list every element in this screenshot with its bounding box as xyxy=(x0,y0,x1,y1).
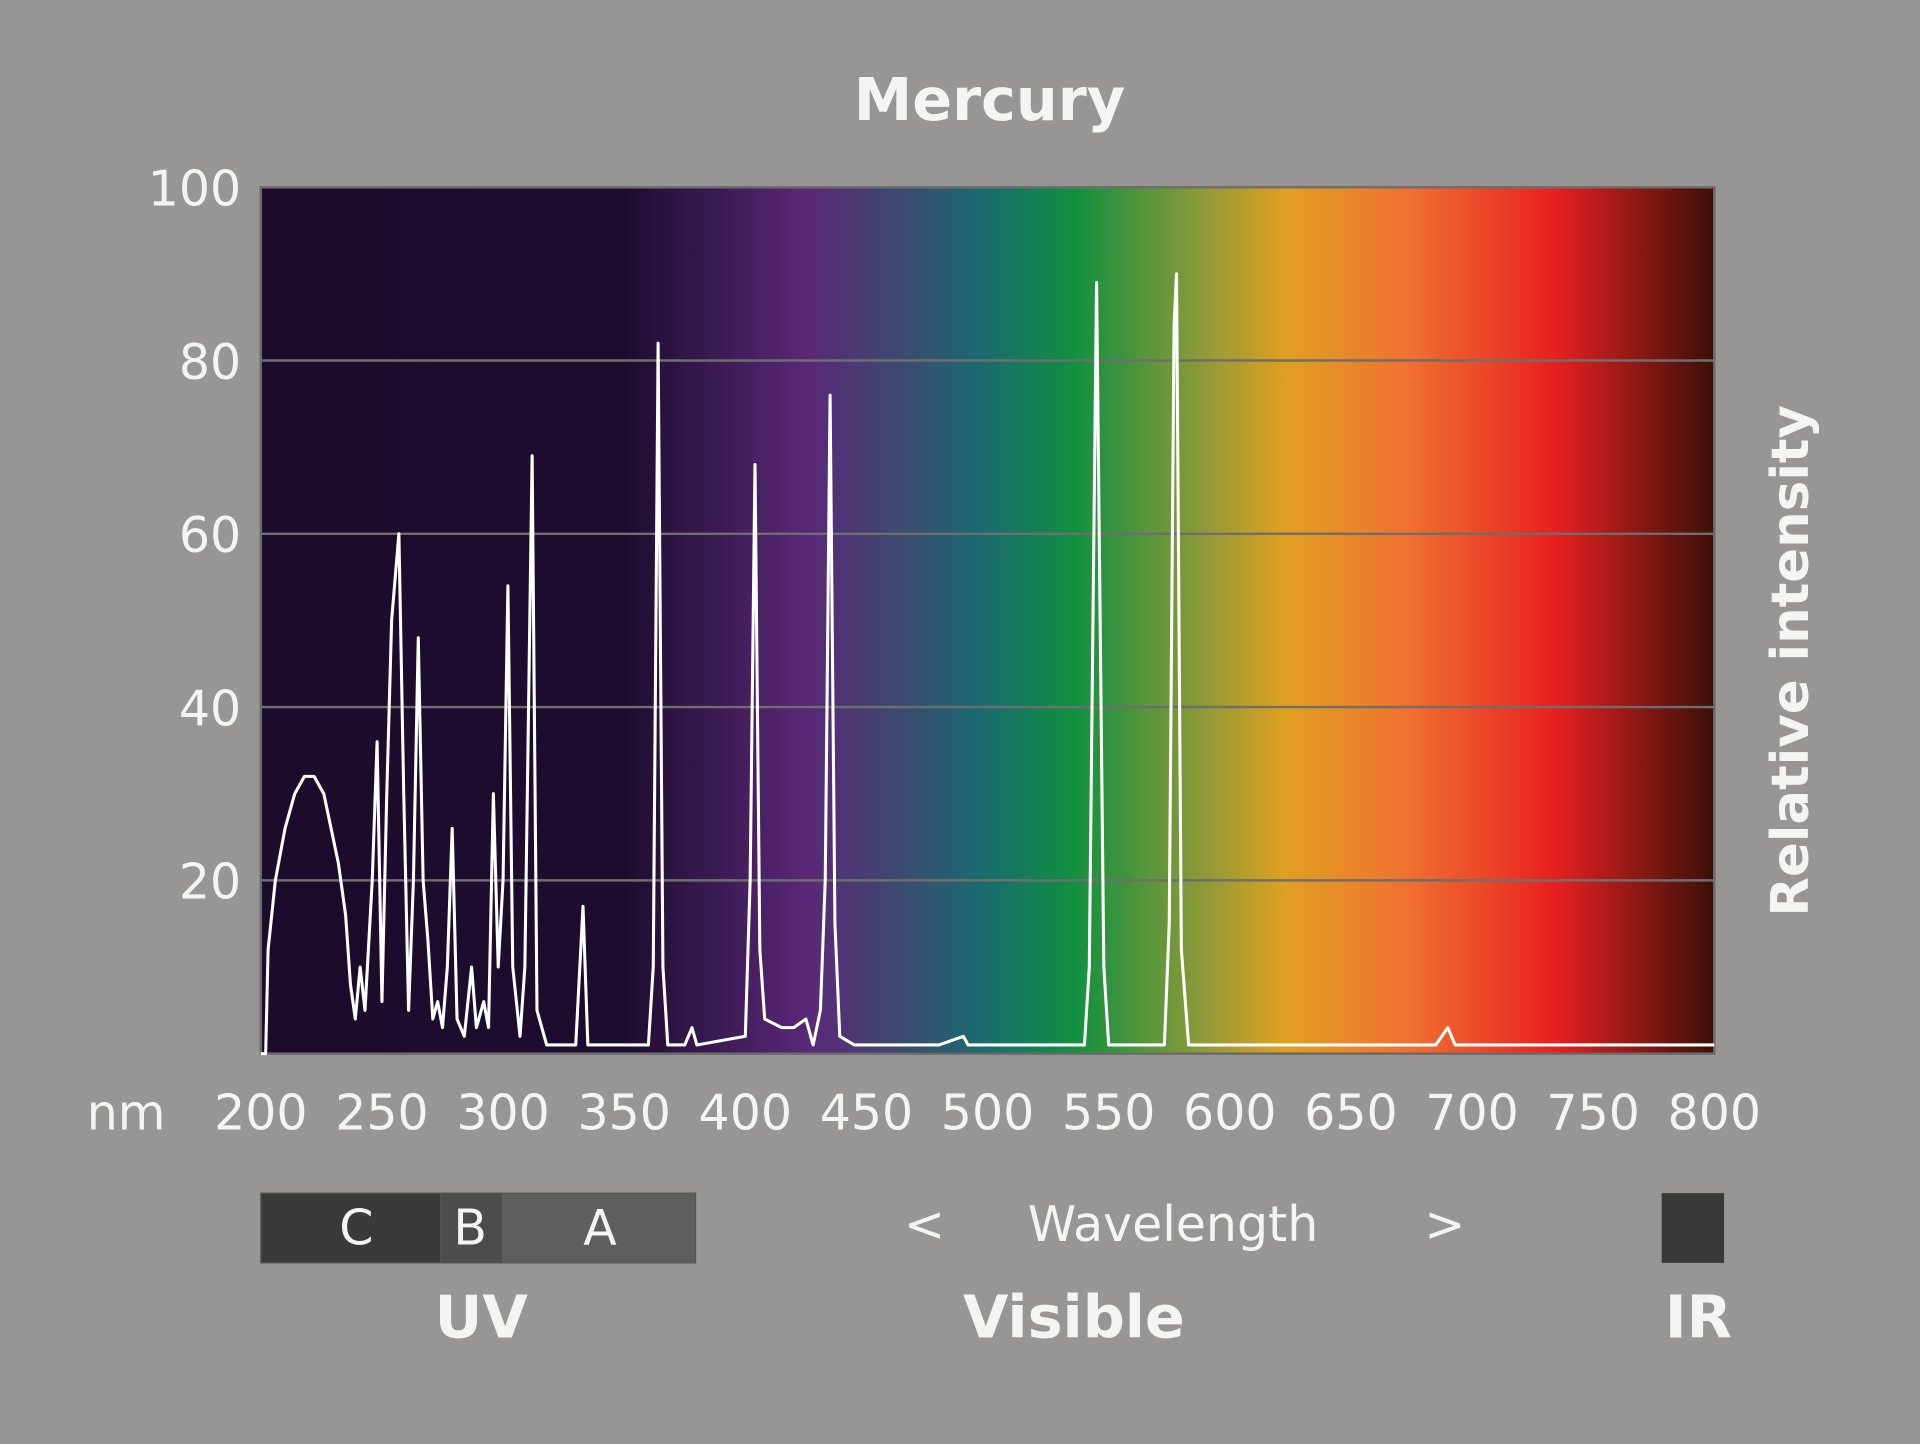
x-tick-label: 250 xyxy=(335,1085,428,1142)
x-tick-label: 500 xyxy=(941,1085,1034,1142)
arrow-left: < xyxy=(904,1196,945,1253)
x-tick-label: 400 xyxy=(699,1085,792,1142)
x-tick-label: 650 xyxy=(1304,1085,1397,1142)
x-tick-label: 700 xyxy=(1425,1085,1518,1142)
y-tick-label: 20 xyxy=(179,854,241,911)
x-unit: nm xyxy=(87,1085,166,1142)
band-label: B xyxy=(453,1200,487,1257)
y-tick-label: 80 xyxy=(179,334,241,391)
x-tick-label: 800 xyxy=(1668,1085,1761,1142)
y-axis-label: Relative intensity xyxy=(1761,405,1821,917)
y-tick-label: 100 xyxy=(148,161,241,218)
region-label: IR xyxy=(1665,1283,1732,1352)
x-tick-label: 550 xyxy=(1062,1085,1155,1142)
x-tick-label: 200 xyxy=(214,1085,307,1142)
band-label: C xyxy=(339,1200,373,1257)
spectrum-line xyxy=(260,272,1715,1056)
region-label: UV xyxy=(435,1283,529,1352)
x-tick-label: 750 xyxy=(1546,1085,1639,1142)
y-tick-label: 40 xyxy=(179,680,241,737)
x-tick-label: 450 xyxy=(820,1085,913,1142)
x-tick-label: 300 xyxy=(456,1085,549,1142)
region-label: Visible xyxy=(963,1283,1185,1352)
series xyxy=(260,272,1715,1056)
x-tick-label: 600 xyxy=(1183,1085,1276,1142)
uv-c-box xyxy=(260,1192,442,1264)
chart-title: Mercury xyxy=(854,65,1125,134)
band-label: A xyxy=(583,1200,617,1257)
grid xyxy=(260,186,1715,882)
wavelength-label: Wavelength xyxy=(1028,1196,1318,1253)
plot-area xyxy=(259,186,1716,1055)
arrow-right: > xyxy=(1424,1196,1465,1253)
y-tick-label: 60 xyxy=(179,507,241,564)
x-tick-label: 350 xyxy=(577,1085,670,1142)
uv-a-box xyxy=(501,1192,697,1264)
ir-box xyxy=(1661,1193,1725,1263)
